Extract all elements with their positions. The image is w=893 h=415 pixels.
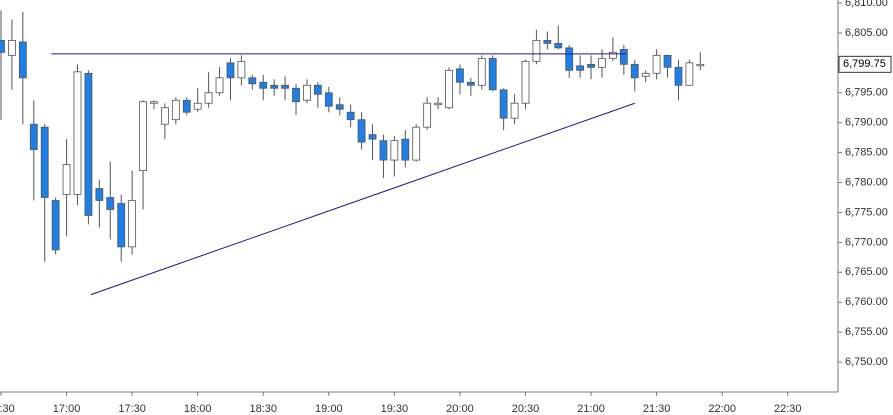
candle-body <box>488 57 497 91</box>
candle-body <box>554 42 563 49</box>
candle-body <box>8 39 16 56</box>
x-tick-label: 21:00 <box>577 403 605 415</box>
candle-body <box>576 65 585 71</box>
y-tick-label: 6,795.00 <box>845 87 888 99</box>
x-tick-label: 22:00 <box>708 403 736 415</box>
candle-body <box>379 140 388 161</box>
candle-body <box>619 48 628 65</box>
candle-body <box>29 123 38 151</box>
candle-body <box>466 81 475 86</box>
candle-body <box>434 102 442 106</box>
last-price-label: 6,799.75 <box>843 58 886 70</box>
candle-body <box>95 188 104 201</box>
candle-body <box>324 92 333 107</box>
candle-body <box>84 72 93 216</box>
x-tick-label: 16:30 <box>0 403 15 415</box>
x-tick-label: 18:30 <box>249 403 277 415</box>
x-tick-label: 18:00 <box>184 403 212 415</box>
candle-body <box>499 89 508 119</box>
trend-line <box>90 102 635 296</box>
candle-body <box>270 84 279 89</box>
candle-body <box>128 200 137 248</box>
candle-body <box>182 99 191 113</box>
candle-body <box>62 164 71 195</box>
candle-body <box>609 51 617 59</box>
candle-body <box>248 77 257 85</box>
y-tick-label: 6,750.00 <box>845 356 888 368</box>
x-tick-label: 22:30 <box>774 403 802 415</box>
candle-body <box>106 197 115 210</box>
y-tick-label: 6,770.00 <box>845 236 888 248</box>
candle-body <box>313 84 322 95</box>
candle-body <box>161 107 169 125</box>
candle-body <box>303 84 311 101</box>
y-tick-label: 6,780.00 <box>845 176 888 188</box>
candle-body <box>630 63 639 79</box>
candle-body <box>663 54 672 68</box>
candle-body <box>521 60 530 104</box>
candle-body <box>477 57 486 86</box>
candle-body <box>674 66 683 86</box>
candle-body <box>204 92 213 104</box>
candle-body <box>510 102 519 119</box>
candle-body <box>259 81 268 89</box>
candle-body <box>18 41 27 79</box>
candle-body <box>412 126 421 161</box>
candle-body <box>685 62 694 86</box>
candle-body <box>193 102 202 110</box>
x-tick-label: 19:00 <box>315 403 343 415</box>
candle-body <box>652 54 661 74</box>
last-price-box <box>838 55 892 73</box>
candle-body <box>346 111 355 121</box>
candle-body <box>226 62 235 79</box>
candle-body <box>215 77 224 94</box>
candle-body <box>117 203 126 248</box>
candle-body <box>40 126 49 198</box>
candle-body <box>292 87 300 103</box>
candle-body <box>641 72 650 77</box>
candle-body <box>335 104 344 110</box>
y-tick-label: 6,810.00 <box>845 0 888 9</box>
candle-body <box>150 101 158 104</box>
candle-body <box>587 63 595 68</box>
y-tick-label: 6,785.00 <box>845 147 888 159</box>
candle-body <box>532 39 541 62</box>
x-tick-label: 17:00 <box>53 403 81 415</box>
x-tick-label: 21:30 <box>643 403 671 415</box>
candle-body <box>543 39 552 44</box>
y-tick-label: 6,790.00 <box>845 117 888 129</box>
y-tick-label: 6,775.00 <box>845 206 888 218</box>
candle-body <box>598 57 606 68</box>
candle-body <box>456 68 464 83</box>
candle-body <box>390 140 399 161</box>
candle-body <box>51 200 60 251</box>
y-tick-label: 6,760.00 <box>845 296 888 308</box>
candle-body <box>696 63 705 67</box>
y-tick-label: 6,755.00 <box>845 326 888 338</box>
candle-body <box>237 60 246 79</box>
candle-body <box>357 119 366 143</box>
x-tick-label: 20:00 <box>446 403 474 415</box>
candle-body <box>171 99 180 121</box>
candle-body <box>401 138 410 161</box>
x-tick-label: 19:30 <box>381 403 409 415</box>
candle-body <box>445 69 453 109</box>
candle-body <box>565 47 574 71</box>
candle-body <box>281 84 289 89</box>
x-tick-label: 20:30 <box>512 403 540 415</box>
candle-body <box>73 71 82 195</box>
candle-body <box>139 101 147 171</box>
candle-body <box>423 102 432 128</box>
x-tick-label: 17:30 <box>118 403 146 415</box>
y-tick-label: 6,765.00 <box>845 266 888 278</box>
y-tick-label: 6,805.00 <box>845 27 888 39</box>
candle-body <box>0 39 5 53</box>
candle-body <box>368 134 377 140</box>
